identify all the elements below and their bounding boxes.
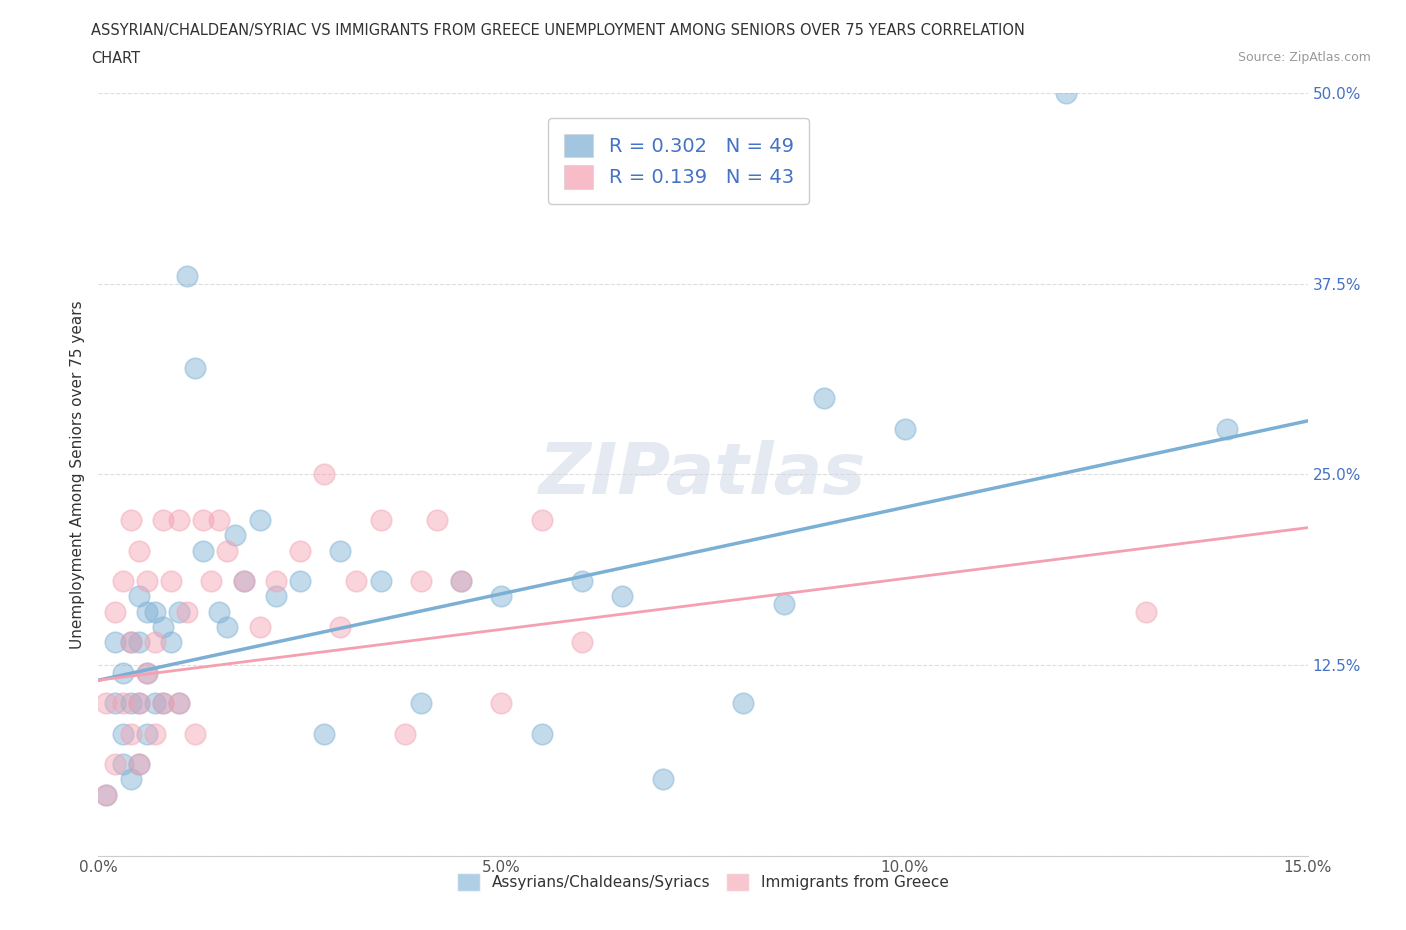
- Point: [135, 574, 157, 589]
- Point: [571, 574, 593, 589]
- Point: [193, 512, 215, 527]
- Point: [135, 665, 157, 680]
- Point: [232, 574, 254, 589]
- Point: [813, 391, 835, 405]
- Point: [128, 757, 150, 772]
- Y-axis label: Unemployment Among Seniors over 75 years: Unemployment Among Seniors over 75 years: [69, 300, 84, 648]
- Point: [167, 696, 190, 711]
- Point: [893, 421, 915, 436]
- Point: [160, 574, 183, 589]
- Point: [120, 634, 142, 649]
- Point: [111, 574, 134, 589]
- Point: [264, 574, 287, 589]
- Point: [111, 696, 134, 711]
- Point: [450, 574, 472, 589]
- Point: [96, 787, 118, 802]
- Point: [128, 543, 150, 558]
- Point: [152, 512, 174, 527]
- Point: [143, 634, 166, 649]
- Point: [96, 787, 118, 802]
- Point: [329, 543, 352, 558]
- Point: [571, 634, 593, 649]
- Point: [530, 726, 553, 741]
- Point: [152, 619, 174, 634]
- Text: Source: ZipAtlas.com: Source: ZipAtlas.com: [1237, 51, 1371, 64]
- Point: [128, 634, 150, 649]
- Point: [249, 512, 271, 527]
- Point: [193, 543, 215, 558]
- Point: [733, 696, 755, 711]
- Point: [370, 574, 392, 589]
- Point: [651, 772, 673, 787]
- Point: [103, 757, 125, 772]
- Point: [103, 634, 125, 649]
- Point: [208, 512, 231, 527]
- Point: [217, 543, 239, 558]
- Point: [103, 696, 125, 711]
- Point: [120, 696, 142, 711]
- Point: [224, 528, 246, 543]
- Text: ZIPatlas: ZIPatlas: [540, 440, 866, 509]
- Point: [143, 726, 166, 741]
- Point: [264, 589, 287, 604]
- Point: [450, 574, 472, 589]
- Point: [128, 696, 150, 711]
- Point: [120, 512, 142, 527]
- Point: [394, 726, 416, 741]
- Point: [314, 467, 336, 482]
- Point: [612, 589, 634, 604]
- Point: [111, 665, 134, 680]
- Point: [135, 665, 157, 680]
- Point: [409, 574, 432, 589]
- Point: [184, 360, 207, 375]
- Point: [249, 619, 271, 634]
- Point: [111, 726, 134, 741]
- Point: [288, 543, 311, 558]
- Point: [135, 604, 157, 619]
- Text: CHART: CHART: [91, 51, 141, 66]
- Point: [128, 589, 150, 604]
- Point: [120, 634, 142, 649]
- Point: [1054, 86, 1077, 100]
- Point: [217, 619, 239, 634]
- Point: [288, 574, 311, 589]
- Point: [135, 726, 157, 741]
- Text: ASSYRIAN/CHALDEAN/SYRIAC VS IMMIGRANTS FROM GREECE UNEMPLOYMENT AMONG SENIORS OV: ASSYRIAN/CHALDEAN/SYRIAC VS IMMIGRANTS F…: [91, 23, 1025, 38]
- Point: [491, 589, 513, 604]
- Point: [232, 574, 254, 589]
- Point: [167, 604, 190, 619]
- Point: [409, 696, 432, 711]
- Legend: Assyrians/Chaldeans/Syriacs, Immigrants from Greece: Assyrians/Chaldeans/Syriacs, Immigrants …: [451, 867, 955, 897]
- Point: [167, 696, 190, 711]
- Point: [1135, 604, 1157, 619]
- Point: [152, 696, 174, 711]
- Point: [491, 696, 513, 711]
- Point: [314, 726, 336, 741]
- Point: [160, 634, 183, 649]
- Point: [96, 696, 118, 711]
- Point: [120, 772, 142, 787]
- Point: [152, 696, 174, 711]
- Point: [176, 269, 198, 284]
- Point: [143, 604, 166, 619]
- Point: [167, 512, 190, 527]
- Point: [344, 574, 367, 589]
- Point: [329, 619, 352, 634]
- Point: [772, 596, 794, 611]
- Point: [208, 604, 231, 619]
- Point: [530, 512, 553, 527]
- Point: [120, 726, 142, 741]
- Point: [426, 512, 449, 527]
- Point: [128, 696, 150, 711]
- Point: [128, 757, 150, 772]
- Point: [176, 604, 198, 619]
- Point: [111, 757, 134, 772]
- Point: [370, 512, 392, 527]
- Point: [184, 726, 207, 741]
- Point: [143, 696, 166, 711]
- Point: [1216, 421, 1239, 436]
- Point: [200, 574, 222, 589]
- Point: [103, 604, 125, 619]
